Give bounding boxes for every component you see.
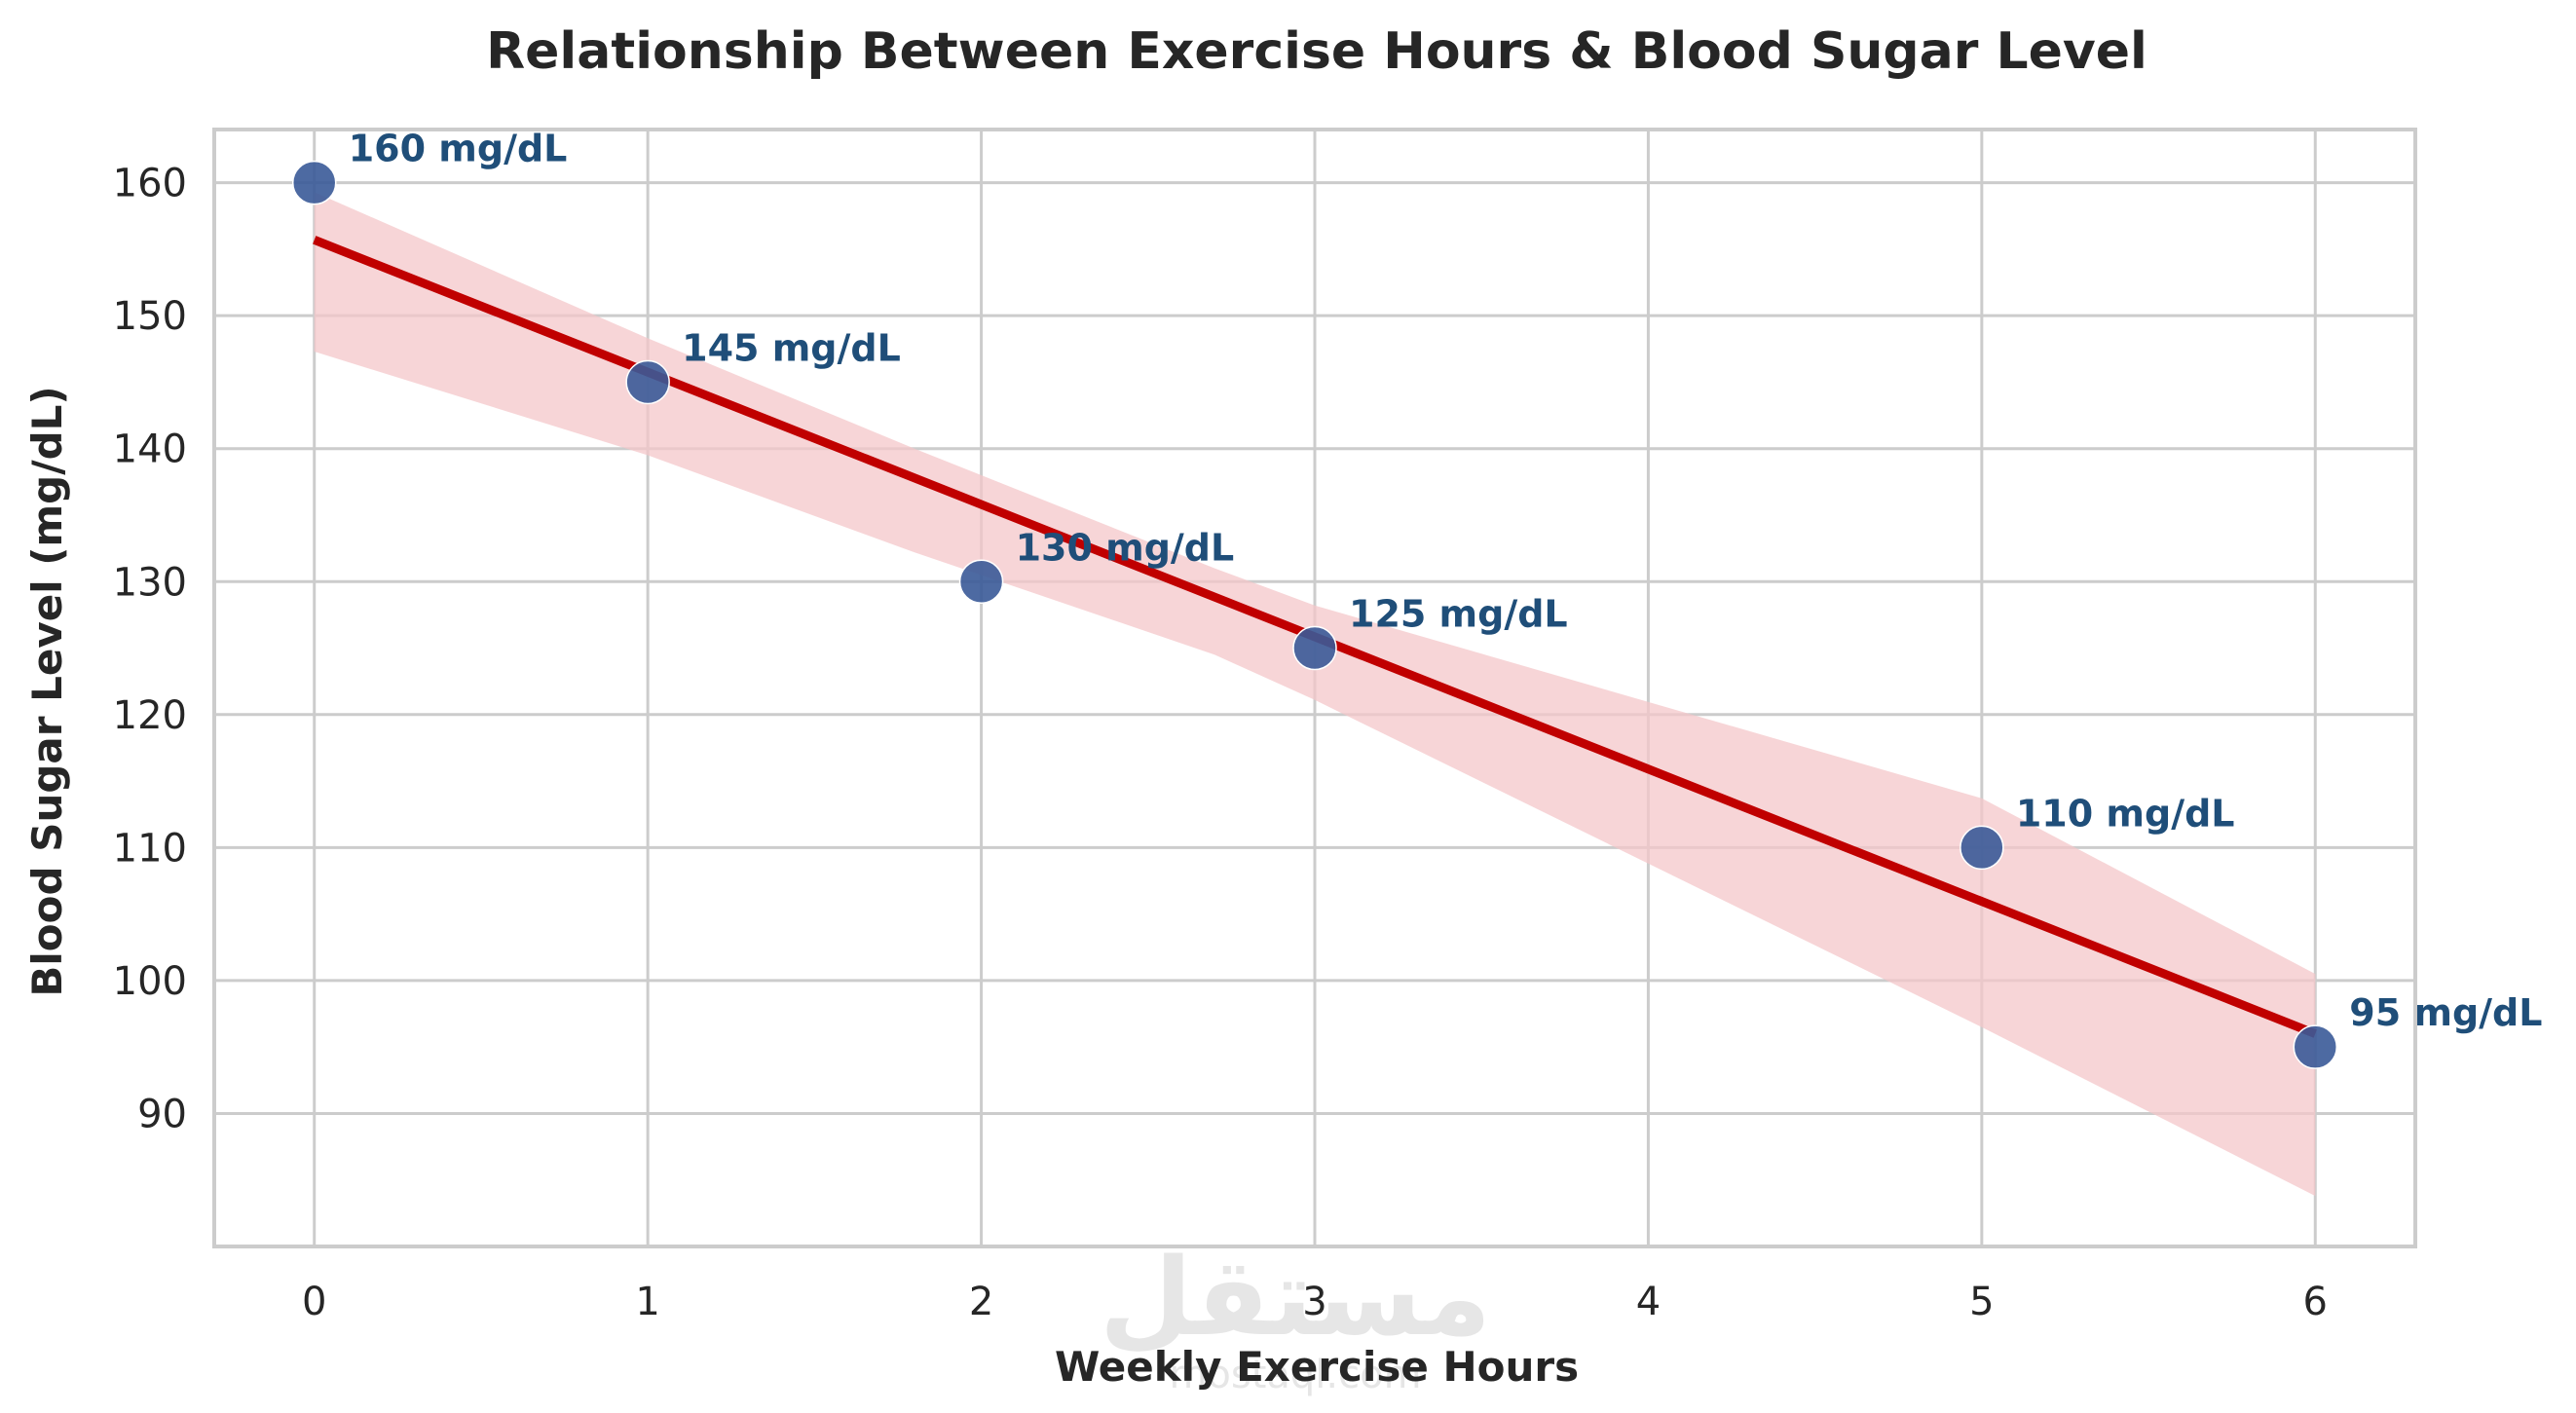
y-tick-label: 110	[113, 826, 187, 871]
y-tick-label: 100	[113, 959, 187, 1004]
data-label: 130 mg/dL	[1016, 526, 1235, 569]
data-label: 125 mg/dL	[1349, 593, 1568, 636]
point-labels-layer: 160 mg/dL 145 mg/dL 130 mg/dL 125 mg/dL 110 …	[349, 128, 2543, 1035]
x-tick-label: 5	[1969, 1280, 1994, 1324]
watermark-logo: مستقل	[1100, 1235, 1491, 1359]
x-tick-label: 1	[635, 1280, 659, 1324]
x-tick-label: 3	[1302, 1280, 1326, 1324]
data-point	[958, 559, 1004, 605]
y-axis-label: Blood Sugar Level (mg/dL)	[23, 386, 71, 996]
data-point	[1960, 825, 2004, 871]
data-point	[625, 359, 670, 405]
y-tick-label: 140	[113, 428, 187, 472]
x-tick-label: 4	[1636, 1280, 1661, 1324]
x-tick-label: 0	[302, 1280, 326, 1324]
plot-frame	[212, 128, 2417, 1248]
ticks-layer: 0 1 2 3 4 5 6 90 100 110 120 130 140 150 160	[113, 162, 2328, 1324]
data-point	[2293, 1024, 2338, 1069]
x-tick-label: 6	[2303, 1280, 2328, 1324]
y-tick-label: 90	[137, 1092, 187, 1136]
y-tick-label: 120	[113, 693, 187, 738]
chart-title: Relationship Between Exercise Hours & Bl…	[486, 22, 2147, 81]
data-label: 160 mg/dL	[349, 128, 568, 170]
y-tick-label: 130	[113, 560, 187, 605]
x-tick-label: 2	[969, 1280, 993, 1324]
y-tick-label: 160	[113, 162, 187, 206]
data-label: 110 mg/dL	[2016, 792, 2235, 835]
data-point	[1292, 625, 1337, 671]
watermark: مستقل mostaql.com	[1100, 1235, 1491, 1397]
x-axis-label: Weekly Exercise Hours	[1055, 1343, 1579, 1391]
data-label: 95 mg/dL	[2349, 991, 2542, 1034]
points-layer	[291, 160, 2338, 1069]
y-tick-label: 150	[113, 294, 187, 339]
watermark-url: mostaql.com	[1169, 1353, 1421, 1397]
data-label: 145 mg/dL	[682, 326, 901, 369]
data-point	[291, 160, 337, 205]
